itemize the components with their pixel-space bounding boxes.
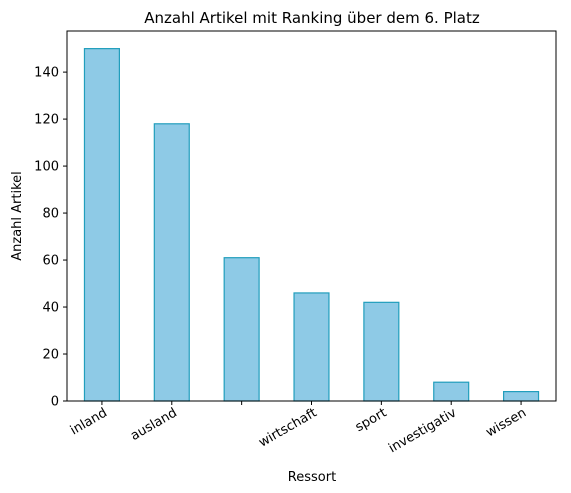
x-tick-label: ausland xyxy=(128,405,180,444)
x-tick-label: investigativ xyxy=(386,405,459,456)
x-tick-label: wissen xyxy=(483,405,529,440)
bar-investigativ xyxy=(433,381,470,402)
y-tick-label: 0 xyxy=(51,395,59,410)
x-tick-label: sport xyxy=(353,405,389,435)
bar-sport xyxy=(363,301,400,402)
chart-title: Anzahl Artikel mit Ranking über dem 6. P… xyxy=(144,9,480,27)
y-tick-label: 100 xyxy=(34,160,59,175)
bar-unnamed xyxy=(223,257,260,402)
y-tick-label: 140 xyxy=(34,66,59,81)
bar-wirtschaft xyxy=(293,292,330,402)
x-tick-label: wirtschaft xyxy=(256,405,319,450)
bar-ausland xyxy=(153,123,190,402)
y-tick-label: 120 xyxy=(34,113,59,128)
y-axis: 0 20 40 60 80 100 120 140 xyxy=(34,66,67,410)
x-axis: inland ausland wirtschaft sportinvestigativ… xyxy=(68,401,529,456)
x-tick-label: inland xyxy=(68,405,110,438)
x-axis-label: Ressort xyxy=(288,470,336,485)
y-tick-label: 80 xyxy=(42,207,59,222)
bars-group xyxy=(83,48,540,402)
y-tick-label: 20 xyxy=(42,348,59,363)
y-axis-label: Anzahl Artikel xyxy=(10,171,25,261)
bar-wissen xyxy=(503,391,540,402)
y-tick-label: 60 xyxy=(42,254,59,269)
bar-inland xyxy=(83,48,120,402)
plot-frame xyxy=(66,30,557,402)
y-tick-label: 40 xyxy=(42,301,59,316)
